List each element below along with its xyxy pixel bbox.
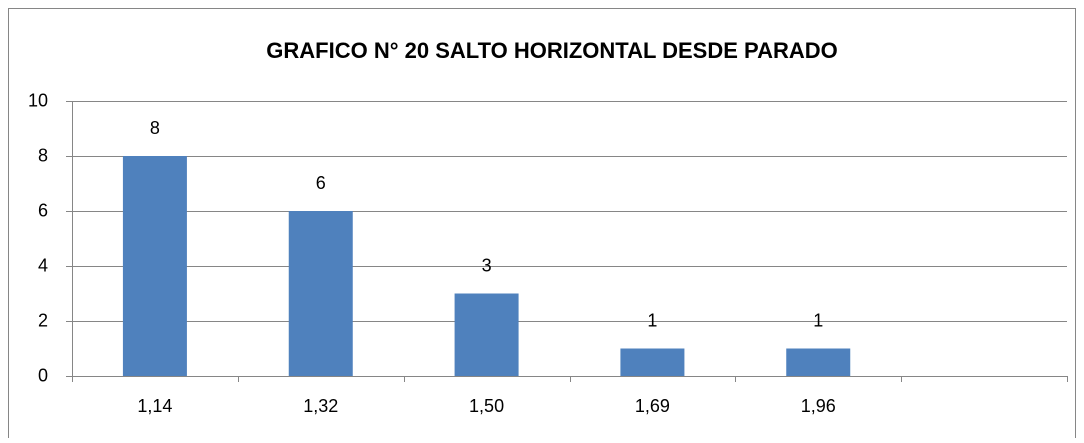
chart-title: GRAFICO N° 20 SALTO HORIZONTAL DESDE PAR… (266, 38, 837, 63)
y-tick-label: 8 (38, 145, 48, 165)
chart-border (8, 8, 1076, 438)
data-label: 1 (813, 310, 823, 330)
data-label: 8 (150, 118, 160, 138)
y-tick-label: 0 (38, 365, 48, 385)
x-tick-label: 1,32 (303, 396, 338, 416)
data-label: 1 (647, 310, 657, 330)
bar (288, 211, 353, 376)
x-tick-label: 1,96 (801, 396, 836, 416)
bar (454, 293, 519, 376)
bar (122, 156, 187, 376)
bar (620, 348, 685, 376)
y-tick-label: 6 (38, 200, 48, 220)
data-label: 3 (482, 255, 492, 275)
y-tick-label: 4 (38, 255, 48, 275)
y-tick-label: 2 (38, 310, 48, 330)
bar (786, 348, 851, 376)
x-tick-label: 1,69 (635, 396, 670, 416)
x-tick-label: 1,14 (137, 396, 172, 416)
x-tick-label: 1,50 (469, 396, 504, 416)
data-label: 6 (316, 173, 326, 193)
y-tick-label: 10 (28, 90, 48, 110)
